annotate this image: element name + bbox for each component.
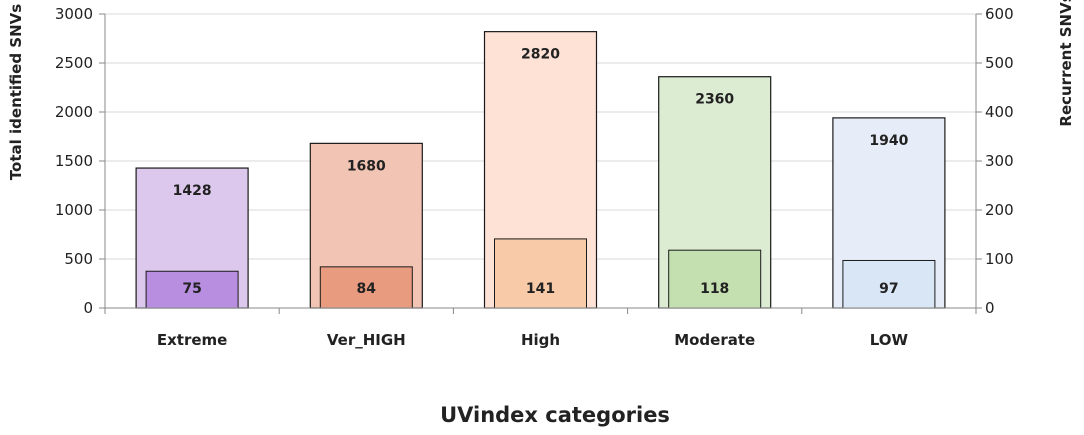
data-label-total: 1680 bbox=[347, 158, 386, 174]
x-tick-label: Moderate bbox=[674, 331, 755, 349]
data-label-total: 1940 bbox=[869, 133, 908, 149]
bar-recurrent-low bbox=[842, 259, 936, 309]
y-tick-label-right: 600 bbox=[985, 5, 1014, 23]
y-tick-label-left: 2000 bbox=[55, 103, 93, 121]
x-tick-label: High bbox=[521, 331, 560, 349]
y-tick-label-left: 3000 bbox=[55, 5, 93, 23]
y-tick-label-left: 500 bbox=[64, 250, 93, 268]
bar-recurrent-high bbox=[494, 238, 587, 309]
y-tick-label-right: 100 bbox=[985, 250, 1014, 268]
x-tick-label: Extreme bbox=[157, 331, 227, 349]
bar-recurrent-extreme bbox=[145, 270, 239, 309]
bar-recurrent-moderate bbox=[668, 249, 762, 309]
tick-labels: 0 500 1000 1500 2000 2500 3000 0 100 200 300 400 500… bbox=[55, 5, 1014, 349]
y-axis-title-left: Total identified SNVs bbox=[7, 4, 25, 180]
data-label-recurrent: 97 bbox=[879, 281, 898, 297]
x-tick-label: Ver_HIGH bbox=[327, 331, 406, 349]
data-labels: 1428 75 1680 84 2820 141 2360 118 1940 97 bbox=[173, 47, 909, 297]
y-tick-label-right: 200 bbox=[985, 201, 1014, 219]
data-label-total: 2820 bbox=[521, 47, 560, 63]
y-tick-label-right: 400 bbox=[985, 103, 1014, 121]
y-tick-label-left: 0 bbox=[83, 299, 93, 317]
y-tick-label-right: 0 bbox=[985, 299, 995, 317]
data-label-total: 1428 bbox=[173, 183, 212, 199]
data-label-recurrent: 75 bbox=[182, 281, 201, 297]
x-axis-title: UVindex categories bbox=[440, 403, 670, 427]
y-tick-label-left: 1500 bbox=[55, 152, 93, 170]
bar-recurrent-ver_high bbox=[319, 266, 413, 309]
bars bbox=[135, 31, 946, 309]
y-tick-label-left: 1000 bbox=[55, 201, 93, 219]
x-tick-label: LOW bbox=[870, 331, 909, 349]
data-label-recurrent: 118 bbox=[700, 281, 729, 297]
y-tick-label-right: 300 bbox=[985, 152, 1014, 170]
y-tick-label-right: 500 bbox=[985, 54, 1014, 72]
axes bbox=[99, 13, 982, 314]
y-tick-label-left: 2500 bbox=[55, 54, 93, 72]
y-axis-title-right: Recurrent SNVs bbox=[1057, 0, 1075, 127]
data-label-recurrent: 84 bbox=[357, 281, 377, 297]
data-label-total: 2360 bbox=[695, 92, 734, 108]
data-label-recurrent: 141 bbox=[526, 281, 555, 297]
